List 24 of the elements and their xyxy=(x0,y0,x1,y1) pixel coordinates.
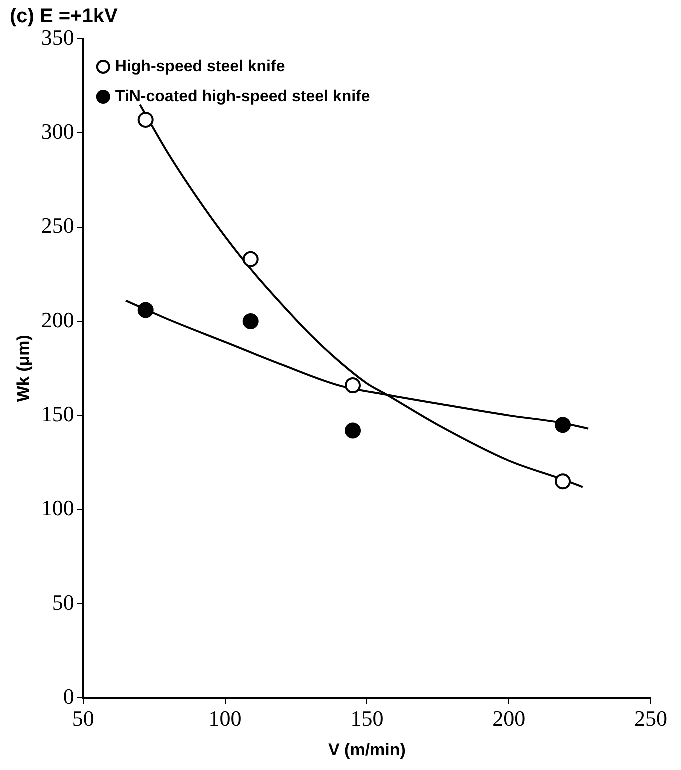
y-tick-label: 0 xyxy=(63,684,74,709)
x-tick-label: 50 xyxy=(72,706,94,732)
x-tick-label: 200 xyxy=(492,706,526,732)
y-axis-title: Wk (μm) xyxy=(14,335,33,402)
x-axis-title: V (m/min) xyxy=(328,740,406,760)
y-tick-label: 150 xyxy=(41,401,74,426)
point xyxy=(555,417,572,434)
y-tick-label: 250 xyxy=(41,213,74,238)
y-tick-label: 100 xyxy=(41,496,74,521)
point xyxy=(242,314,259,330)
y-tick-label: 300 xyxy=(41,118,74,144)
x-tick-label: 150 xyxy=(350,706,384,732)
point xyxy=(345,422,362,439)
point xyxy=(345,378,362,394)
y-tick-label: 200 xyxy=(41,307,74,332)
point xyxy=(138,302,154,318)
x-tick-label: 250 xyxy=(634,706,668,732)
x-tick-label: 100 xyxy=(208,706,242,732)
legend-label: TiN-coated high-speed steel knife xyxy=(115,88,370,106)
y-tick-label: 50 xyxy=(52,590,74,615)
legend-label: High-speed steel knife xyxy=(115,58,286,76)
point xyxy=(555,474,572,490)
point xyxy=(242,251,259,268)
point xyxy=(138,112,154,128)
